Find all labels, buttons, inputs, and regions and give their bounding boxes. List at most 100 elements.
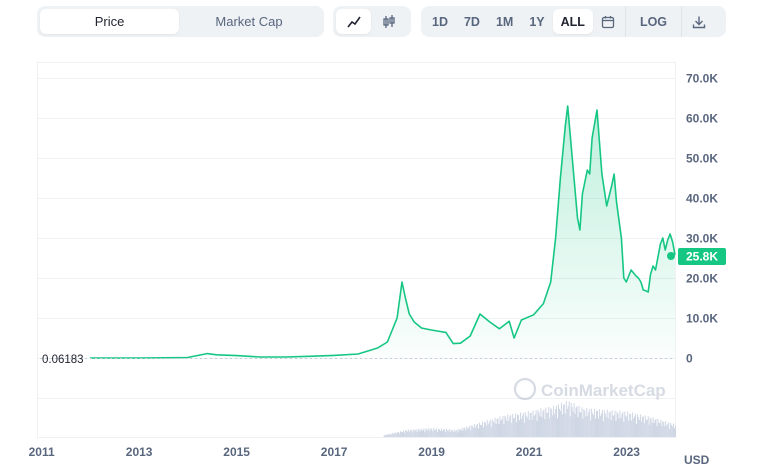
volume-bar [640,421,642,437]
volume-bar [435,429,437,437]
volume-bar [473,427,475,437]
log-scale-button[interactable]: LOG [639,14,668,29]
volume-bar [565,400,567,437]
volume-bar [600,413,602,437]
volume-bar [606,409,608,437]
volume-bar [416,431,418,437]
tab-price[interactable]: Price [40,9,179,34]
volume-bar [593,414,595,437]
download-button[interactable] [684,9,714,34]
volume-bar [530,412,532,437]
current-value-badge-bg [678,248,726,265]
volume-bar [466,426,468,437]
volume-bar [384,434,386,437]
volume-bar [623,421,625,437]
volume-bar [667,423,669,437]
volume-bar [629,413,631,437]
toolbar-divider [681,6,683,37]
volume-bar [637,414,638,437]
range-1y[interactable]: 1Y [529,14,545,29]
x-tick-label: 2013 [126,445,153,459]
calendar-icon [601,15,615,28]
volume-bar [661,426,663,437]
volume-bar [553,405,555,437]
volume-bar [464,427,466,437]
volume-bar [441,428,442,437]
volume-bar [622,411,624,437]
volume-bar [573,403,575,437]
volume-bar [502,415,504,437]
volume-bar [452,431,454,437]
volume-bar [388,434,390,437]
range-7d[interactable]: 7D [463,14,480,29]
volume-bar [383,435,385,437]
volume-bar [410,429,412,437]
volume-bar [646,419,648,437]
volume-bar [456,429,458,437]
range-all[interactable]: ALL [552,9,593,34]
volume-bar [405,430,407,437]
volume-bar [463,428,465,437]
volume-bar [447,430,449,437]
volume-bar [567,406,569,437]
volume-bar [549,418,551,437]
range-1d[interactable]: 1D [432,14,448,29]
volume-bar [536,421,538,437]
volume-bar [427,430,429,437]
volume-bar [387,434,389,437]
line-chart-icon [346,16,361,27]
volume-bar [648,424,650,437]
time-range-toggle: 1D 7D 1M 1Y ALL LOG [421,6,726,37]
calendar-button[interactable] [593,9,623,34]
volume-bar [651,422,653,437]
volume-bar [391,434,393,437]
volume-bar [671,424,673,437]
candlestick-button[interactable] [371,9,406,34]
volume-bar [639,414,641,437]
volume-bar [492,421,494,437]
volume-bar [604,413,606,437]
volume-bar [644,415,646,437]
x-tick-label: 2017 [321,445,348,459]
tab-market-cap[interactable]: Market Cap [215,14,283,29]
volume-bar [438,428,440,437]
volume-bar [626,416,628,437]
volume-bar [559,408,560,437]
volume-bar [550,408,552,437]
volume-bar [515,413,517,437]
volume-bar [557,418,558,437]
volume-bar [490,426,492,437]
volume-bar [587,415,589,437]
volume-bar [495,424,497,437]
volume-bar [657,419,659,437]
volume-bar [624,411,626,437]
volume-bar [583,409,585,437]
volume-bar [442,429,444,437]
x-tick-label: 2019 [418,445,445,459]
volume-bar [482,427,484,437]
volume-bar [469,425,471,437]
volume-bar [442,431,443,437]
volume-bar [425,428,427,437]
volume-bar [433,428,435,437]
y-tick-label: 70.0K [686,72,718,86]
chart-type-toggle [333,6,411,37]
volume-bar [413,430,415,437]
volume-bar [394,433,396,437]
volume-bar [525,415,527,437]
volume-bar [478,428,479,437]
line-chart-button[interactable] [336,9,371,34]
volume-bar [588,411,590,437]
volume-bar [658,422,660,437]
volume-bar [445,429,447,437]
volume-bar [471,425,473,437]
volume-bar [390,433,392,437]
volume-bar [480,424,481,437]
volume-bar [415,429,417,437]
volume-bar [440,430,441,437]
volume-bar [458,429,460,437]
range-1m[interactable]: 1M [495,14,514,29]
volume-bar [537,410,539,437]
volume-bar [496,418,498,437]
